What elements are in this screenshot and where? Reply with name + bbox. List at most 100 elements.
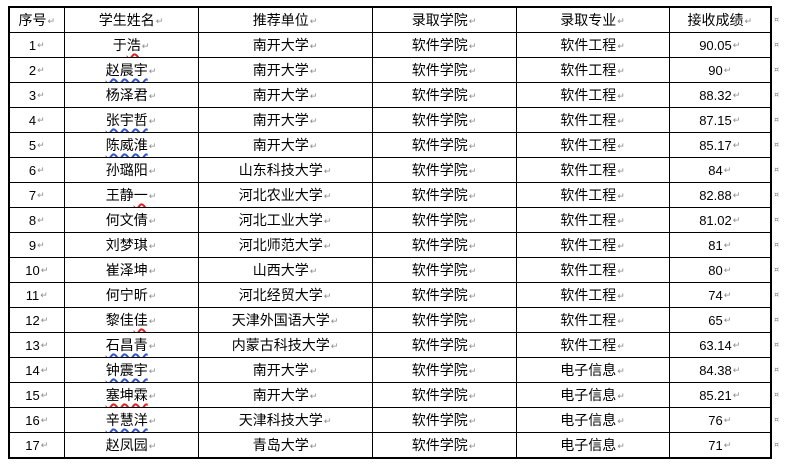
end-of-cell-mark: ↵ [617,316,625,327]
end-of-cell-mark: ↵ [323,291,332,302]
table-row: 6↵ 孙璐阳↵ 山东科技大学↵ 软件学院↵ 软件工程↵ 84↵ [8,157,772,183]
row-end-mark: ¤ [774,240,780,249]
student-name-text: 何文倩 [105,214,148,229]
cell-no: 11↵ [8,282,65,308]
end-of-cell-mark: ↵ [617,41,625,52]
cell-student-name: 赵晨宇↵ [63,57,199,83]
cell-admission-score: 76↵ [668,407,772,433]
header-admission-major: 录取专业↵ [515,6,670,33]
cell-admission-score: 63.14↵ [668,332,772,358]
end-of-cell-mark: ↵ [617,266,625,277]
row-end-mark: ¤ [774,415,780,424]
cell-admission-college: 软件学院↵ [371,282,517,308]
cell-admission-major: 软件工程↵ [515,232,670,258]
student-name-text: 赵凤园 [105,439,148,454]
cell-admission-college: 软件学院↵ [371,307,517,333]
end-of-cell-mark: ↵ [732,341,741,352]
student-name-text: 孙璐阳 [105,164,148,179]
row-end-mark: ¤ [774,15,780,24]
table-row: 7↵ 王静一↵ 河北农业大学↵ 软件学院↵ 软件工程↵ 82.88↵ [8,182,772,208]
table-row: 14↵ 钟震宇↵ 南开大学↵ 软件学院↵ 电子信息↵ 84.38↵ [8,357,772,383]
cell-admission-college: 软件学院↵ [371,207,517,233]
cell-student-name: 钟震宇↵ [63,357,199,383]
end-of-cell-mark: ↵ [148,416,157,427]
table-row: 4↵ 张宇哲↵ 南开大学↵ 软件学院↵ 软件工程↵ 87.15↵ [8,107,772,133]
end-of-cell-mark: ↵ [617,441,625,452]
end-of-cell-mark: ↵ [148,341,157,352]
end-of-cell-mark: ↵ [40,416,49,427]
end-of-cell-mark: ↵ [723,66,732,77]
cell-student-name: 王静一↵ [63,182,199,208]
cell-admission-major: 软件工程↵ [515,107,670,133]
end-of-cell-mark: ↵ [148,116,157,127]
header-recommending-unit-label: 推荐单位 [252,14,309,29]
cell-no: 7↵ [8,182,65,208]
end-of-cell-mark: ↵ [468,191,477,202]
student-name-text: 于 [112,39,127,54]
table-row: 17↵ 赵凤园↵ 青岛大学↵ 软件学院↵ 电子信息↵ 71↵ [8,432,772,459]
end-of-cell-mark: ↵ [732,141,741,152]
end-of-cell-mark: ↵ [468,341,477,352]
end-of-cell-mark: ↵ [732,216,741,227]
end-of-cell-mark: ↵ [37,116,45,127]
end-of-cell-mark: ↵ [723,416,732,427]
row-end-mark: ¤ [774,340,780,349]
cell-admission-score: 81.02↵ [668,207,772,233]
cell-admission-college: 软件学院↵ [371,257,517,283]
end-of-cell-mark: ↵ [40,391,49,402]
end-of-cell-mark: ↵ [468,291,477,302]
end-of-cell-mark: ↵ [723,241,732,252]
cell-no: 8↵ [8,207,65,233]
header-no: 序号↵ [8,6,65,33]
end-of-cell-mark: ↵ [148,166,157,177]
header-student-name: 学生姓名↵ [63,6,199,33]
end-of-cell-mark: ↵ [468,216,477,227]
cell-admission-major: 软件工程↵ [515,157,670,183]
end-of-cell-mark: ↵ [732,116,741,127]
end-of-cell-mark: ↵ [37,191,45,202]
student-name-text-spell-blue: 石昌青 [105,339,148,354]
cell-student-name: 陈威淮↵ [63,132,199,158]
cell-recommending-unit: 河北农业大学↵ [197,182,373,208]
table-row: 8↵ 何文倩↵ 河北工业大学↵ 软件学院↵ 软件工程↵ 81.02↵ [8,207,772,233]
table-row: 2↵ 赵晨宇↵ 南开大学↵ 软件学院↵ 软件工程↵ 90↵ [8,57,772,83]
cell-student-name: 辛慧洋↵ [63,407,199,433]
end-of-cell-mark: ↵ [37,41,45,52]
cell-admission-major: 软件工程↵ [515,282,670,308]
cell-admission-college: 软件学院↵ [371,107,517,133]
student-name-text: 杨泽君 [105,89,148,104]
student-name-text: 黎佳 [105,314,134,329]
table-row: 11↵ 何宁昕↵ 河北经贸大学↵ 软件学院↵ 软件工程↵ 74↵ [8,282,772,308]
end-of-cell-mark: ↵ [148,91,157,102]
header-admission-score-label: 接收成绩 [687,14,744,29]
cell-admission-major: 电子信息↵ [515,407,670,433]
end-of-cell-mark: ↵ [468,316,477,327]
cell-admission-score: 87.15↵ [668,107,772,133]
cell-student-name: 杨泽君↵ [63,82,199,108]
cell-admission-college: 软件学院↵ [371,357,517,383]
cell-admission-major: 软件工程↵ [515,132,670,158]
cell-admission-score: 85.17↵ [668,132,772,158]
table-row: 9↵ 刘梦琪↵ 河北师范大学↵ 软件学院↵ 软件工程↵ 81↵ [8,232,772,258]
cell-admission-major: 电子信息↵ [515,357,670,383]
end-of-cell-mark: ↵ [40,266,49,277]
cell-admission-major: 软件工程↵ [515,257,670,283]
end-of-cell-mark: ↵ [148,191,157,202]
end-of-cell-mark: ↵ [330,316,339,327]
end-of-cell-mark: ↵ [141,41,150,52]
row-end-mark: ¤ [774,290,780,299]
header-admission-score: 接收成绩↵ [668,6,772,33]
end-of-cell-mark: ↵ [37,241,45,252]
row-end-mark: ¤ [774,115,780,124]
end-of-cell-mark: ↵ [617,91,625,102]
end-of-cell-mark: ↵ [617,366,625,377]
cell-recommending-unit: 河北经贸大学↵ [197,282,373,308]
student-name-text-spell-blue: 张宇哲 [105,114,148,129]
table-row: 15↵ 塞坤霖↵ 南开大学↵ 软件学院↵ 电子信息↵ 85.21↵ [8,382,772,408]
cell-no: 5↵ [8,132,65,158]
table-row: 13↵ 石昌青↵ 内蒙古科技大学↵ 软件学院↵ 软件工程↵ 63.14↵ [8,332,772,358]
end-of-cell-mark: ↵ [323,216,332,227]
end-of-cell-mark: ↵ [37,166,45,177]
cell-admission-score: 80↵ [668,257,772,283]
